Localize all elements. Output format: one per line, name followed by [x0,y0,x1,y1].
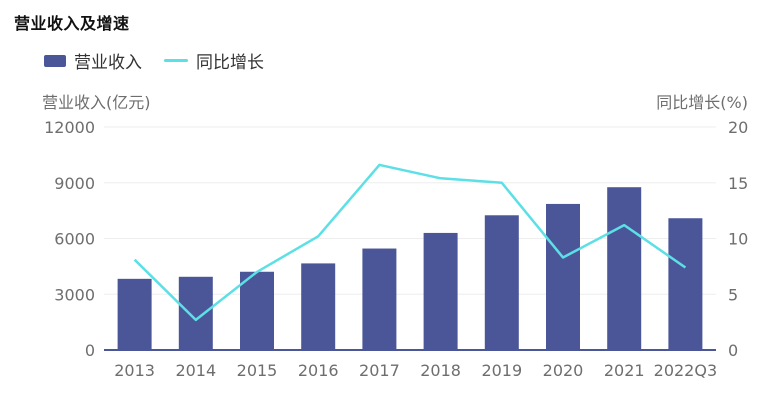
x-tick-label: 2016 [298,361,339,380]
legend-label-revenue: 营业收入 [74,53,142,73]
y-left-tick-label: 3000 [54,285,95,304]
chart-title: 营业收入及增速 [14,14,130,33]
revenue-bar [484,215,519,350]
legend-item-revenue[interactable]: 营业收入 [44,48,142,73]
y-right-tick-label: 10 [728,230,748,249]
x-tick-label: 2021 [604,361,645,380]
left-axis-title: 营业收入(亿元) [42,93,151,112]
legend-bar-swatch [44,54,66,67]
y-left-tick-label: 12000 [44,118,95,137]
x-tick-label: 2019 [481,361,522,380]
x-tick-label: 2020 [543,361,584,380]
x-tick-label: 2022Q3 [654,361,718,380]
revenue-bar [240,271,274,350]
y-left-tick-label: 9000 [54,174,95,193]
revenue-bar [423,232,458,350]
y-right-tick-label: 5 [728,285,738,304]
revenue-bar [607,187,642,350]
x-tick-label: 2014 [175,361,216,380]
legend-item-growth[interactable]: 同比增长 [164,48,264,73]
revenue-bar [117,278,152,350]
x-tick-label: 2018 [420,361,461,380]
growth-line [133,163,687,322]
revenue-bar [178,276,213,350]
y-right-tick-label: 0 [728,341,738,360]
legend-line-swatch [164,59,188,62]
revenue-bar [668,218,703,350]
revenue-bar [546,203,580,350]
y-left-tick-label: 0 [85,341,95,360]
revenue-bar [301,263,336,350]
legend-label-growth: 同比增长 [196,53,264,73]
x-tick-label: 2013 [114,361,155,380]
x-tick-label: 2015 [237,361,278,380]
y-right-tick-label: 15 [728,174,748,193]
revenue-bar [362,248,397,350]
y-left-tick-label: 6000 [54,230,95,249]
legend: 营业收入 同比增长 [44,48,286,73]
y-right-tick-label: 20 [728,118,748,137]
x-tick-label: 2017 [359,361,400,380]
right-axis-title: 同比增长(%) [656,93,748,112]
